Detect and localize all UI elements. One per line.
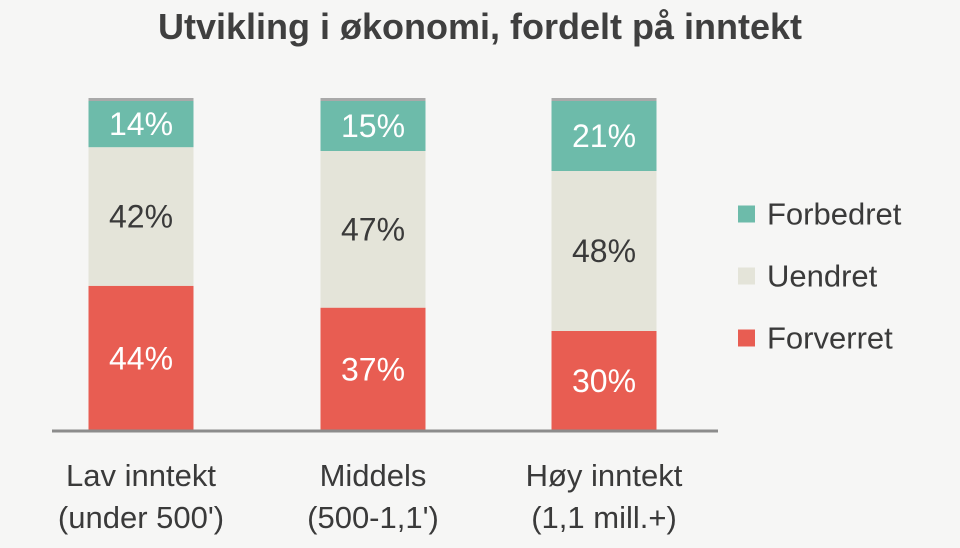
bar-uendret-1 [88, 147, 194, 286]
category-labels: Lav inntekt (under 500') Middels (500-1,1')… [58, 458, 683, 535]
bar-top-cap [88, 98, 194, 101]
category-label: Lav inntekt [66, 458, 216, 493]
category-label: (500-1,1') [307, 500, 439, 535]
chart-title: Utvikling i økonomi, fordelt på inntekt [157, 6, 803, 47]
bar-top-cap [320, 98, 426, 101]
bars-layer [88, 98, 657, 431]
bar-value-label: 48% [572, 233, 636, 269]
bar-value-label: 44% [109, 340, 173, 376]
bar-forbedret-1 [88, 101, 194, 148]
legend-label-forbedret: Forbedret [767, 197, 902, 232]
bar-forbedret-2 [320, 101, 426, 151]
bar-forverret-2 [320, 307, 426, 431]
category-label: Høy inntekt [526, 458, 683, 493]
bar-value-label: 30% [572, 363, 636, 399]
category-label: Middels [320, 458, 427, 493]
bar-value-label: 37% [341, 351, 405, 387]
bar-uendret-2 [320, 151, 426, 308]
bar-forbedret-3 [551, 101, 657, 171]
bar-value-label: 42% [109, 199, 173, 235]
legend-label-forverret: Forverret [767, 321, 893, 356]
legend-label-uendret: Uendret [767, 259, 878, 294]
bar-value-labels: 44% 42% 14% 37% 47% 15% 30% 48% 21% [109, 106, 636, 399]
bar-top-cap [551, 98, 657, 101]
legend-swatch-forbedret [738, 205, 755, 223]
bar-uendret-3 [551, 171, 657, 331]
bar-forverret-3 [551, 331, 657, 431]
bar-value-label: 15% [341, 108, 405, 144]
category-label: (under 500') [58, 500, 224, 535]
bar-value-label: 14% [109, 106, 173, 142]
category-label: (1,1 mill.+) [531, 500, 677, 535]
bar-forverret-1 [88, 285, 194, 431]
bar-value-label: 21% [572, 118, 636, 154]
legend-swatch-uendret [738, 267, 755, 285]
legend-swatch-forverret [738, 329, 755, 347]
bar-value-label: 47% [341, 211, 405, 247]
legend: Forbedret Uendret Forverret [738, 197, 902, 356]
